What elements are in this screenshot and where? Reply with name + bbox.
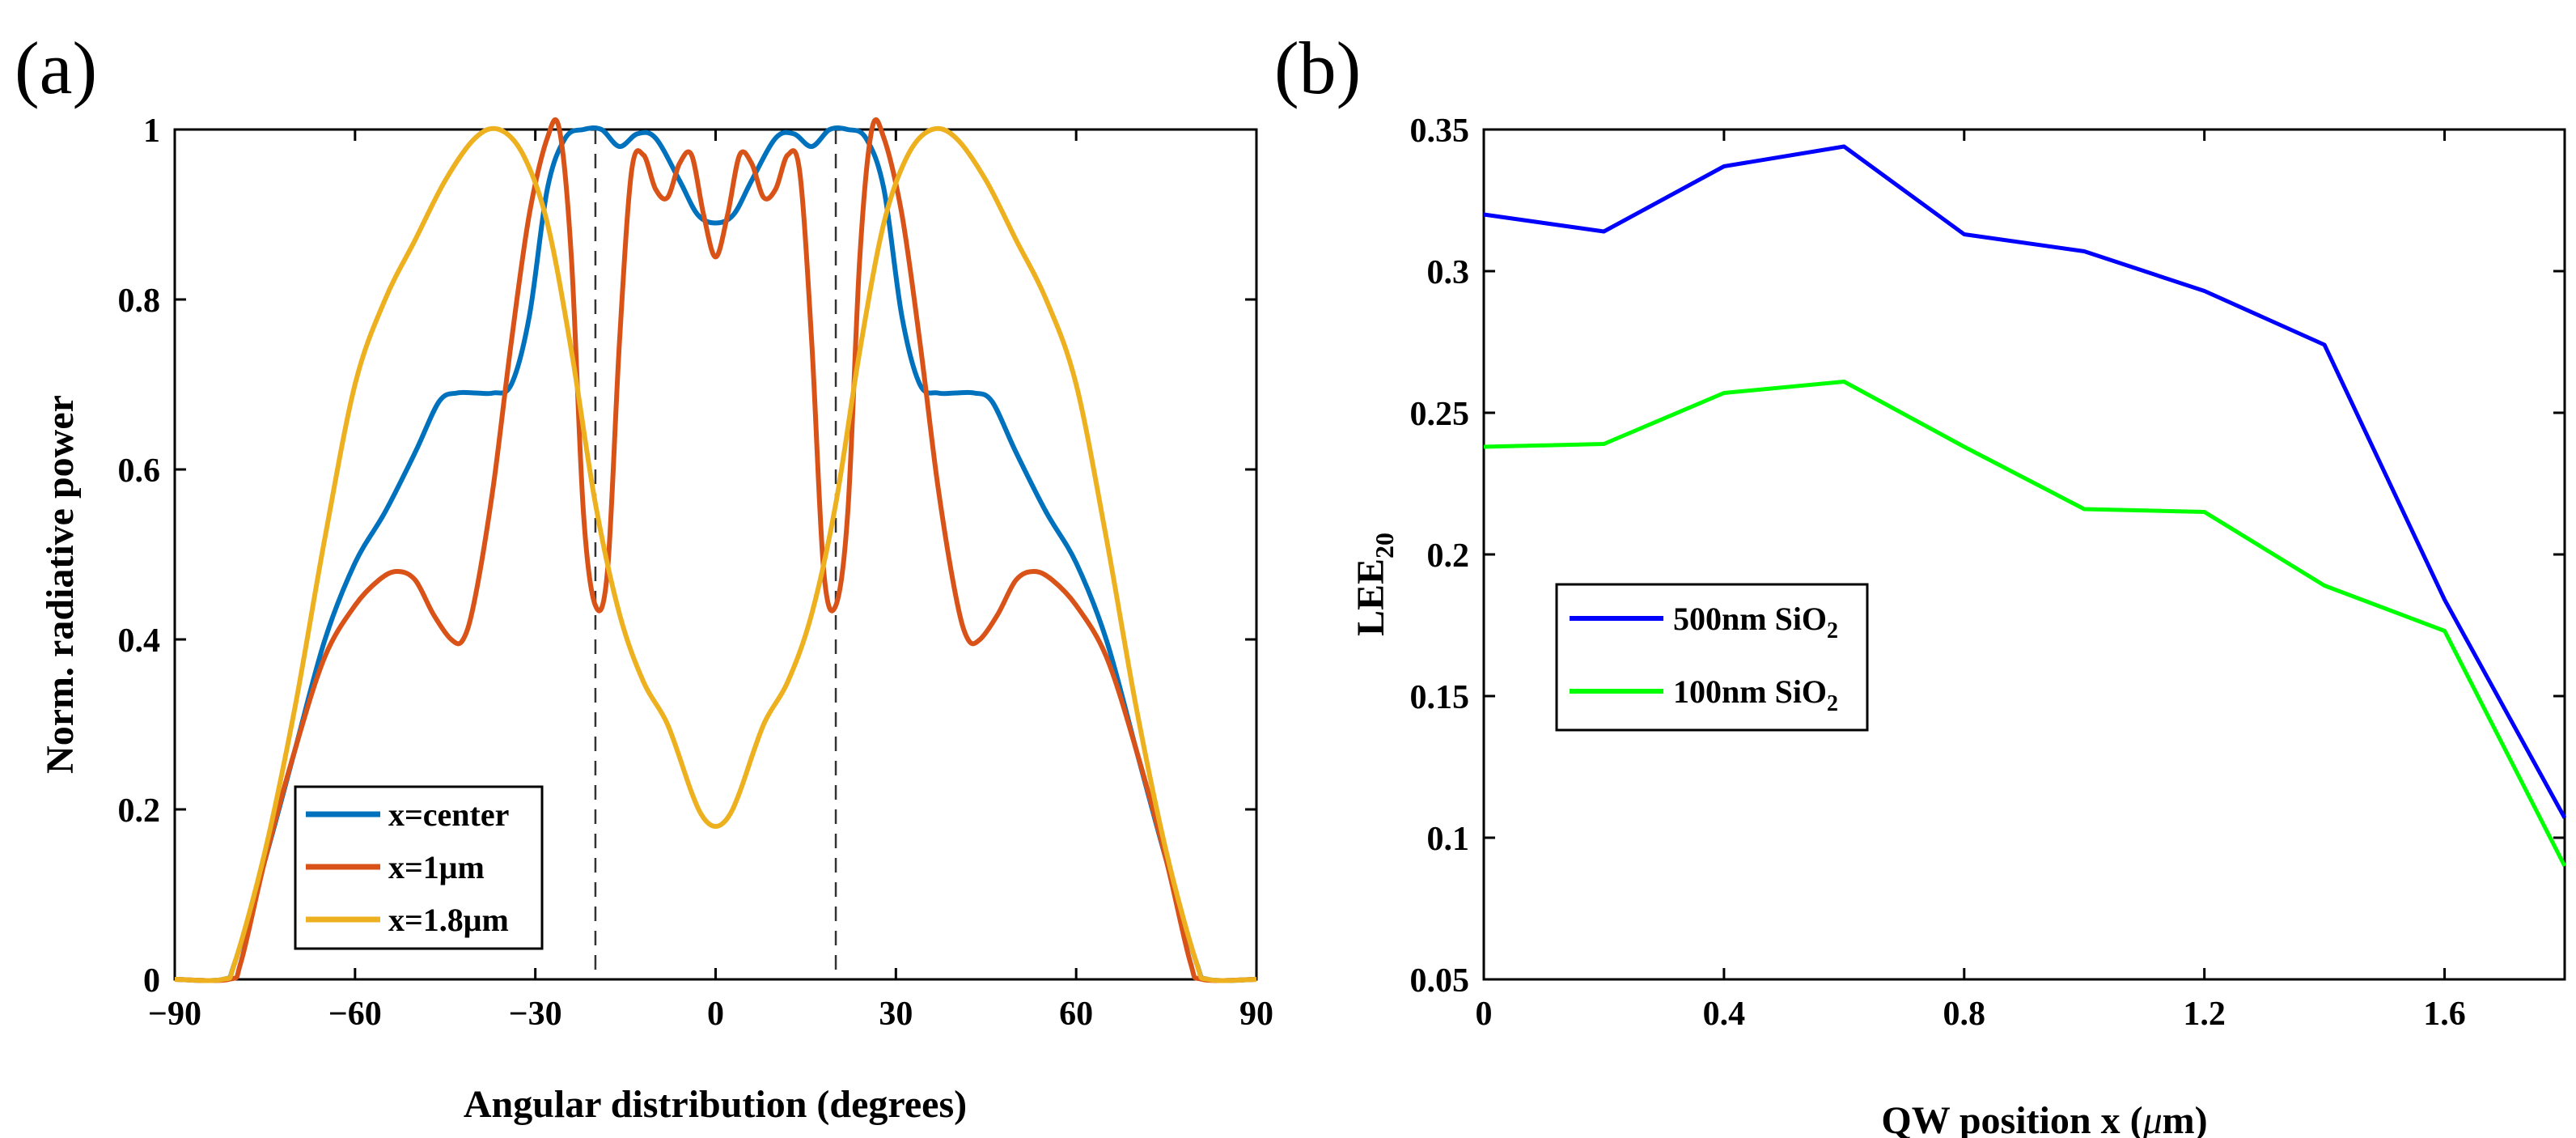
chart-b-axes-box [1482, 128, 2566, 981]
chart-b-ytick-label: 0.1 [1427, 821, 1470, 858]
legend-b-label-1: 100nm SiO2 [1673, 673, 1838, 716]
chart-b-ytick-label: 0.3 [1427, 254, 1470, 291]
legend-b-label-1-sub: 2 [1827, 691, 1838, 716]
chart-a-xtick-label: −60 [328, 996, 382, 1033]
chart-b-ytick-label: 0.25 [1410, 396, 1470, 433]
panel-a-label: (a) [15, 27, 97, 109]
chart-b-legend-box [1555, 583, 1869, 732]
chart-b-xtick-label: 1.2 [2183, 996, 2226, 1033]
chart-a-ytick-label: 0.8 [118, 282, 161, 320]
legend-b-label-1-main: 100nm SiO [1673, 673, 1827, 710]
chart-a-ytick-label: 0 [143, 962, 160, 1000]
chart-a-xtick-label: 90 [1239, 996, 1273, 1033]
chart-b-ytick-label: 0.05 [1410, 962, 1470, 1000]
chart-b-xtick-label: 1.6 [2423, 996, 2466, 1033]
chart-a-series-0-line [174, 125, 1257, 983]
chart-a-ytick-label: 0.4 [118, 622, 161, 660]
chart-b: 0 0.4 0.8 1.2 1.6 0.05 0.1 0.15 0.2 0.25 0.3 0.35 [1410, 113, 2567, 1033]
chart-a-ylabel: Norm. radiative power [39, 395, 82, 774]
chart-a-ytick-label: 0.6 [118, 452, 161, 490]
chart-a-xtick-label: 0 [707, 996, 724, 1033]
chart-b-legend: 500nm SiO2 100nm SiO2 [1555, 583, 1869, 732]
panel-b-label: (b) [1274, 27, 1361, 109]
chart-b-ytick-label: 0.35 [1410, 113, 1470, 150]
chart-b-ytick-label: 0.2 [1427, 537, 1470, 575]
chart-a-ytick-label: 0.2 [118, 792, 161, 830]
chart-a-xtick-label: −30 [509, 996, 562, 1033]
chart-b-xtick-label: 0 [1476, 996, 1493, 1033]
chart-b-xlabel-main: QW position x ( [1881, 1099, 2142, 1138]
chart-b-series-1-line [1483, 380, 2567, 868]
legend-a-label-1: x=1μm [388, 849, 485, 885]
chart-a-legend: x=center x=1μm x=1.8μm [294, 785, 544, 950]
chart-b-xtick-label: 0.8 [1943, 996, 1986, 1033]
legend-a-label-2: x=1.8μm [388, 902, 509, 938]
chart-b-series-0-line [1483, 144, 2567, 819]
chart-a-xtick-label: 30 [879, 996, 913, 1033]
chart-b-ytick-label: 0.15 [1410, 679, 1470, 716]
chart-a-xtick-label: −90 [148, 996, 201, 1033]
chart-b-xlabel-mu: μ [2142, 1099, 2163, 1138]
chart-a-ytick-label: 1 [143, 113, 160, 150]
chart-a-xtick-label: 60 [1059, 996, 1093, 1033]
chart-b-ylabel: LEE20 [1349, 533, 1399, 636]
chart-a-series-1-line [174, 117, 1257, 983]
chart-b-ylabel-main: LEE [1349, 558, 1392, 636]
legend-a-label-0: x=center [388, 796, 509, 833]
chart-b-xtick-label: 0.4 [1703, 996, 1746, 1033]
chart-a: −90 −60 −30 0 30 60 90 0 0.2 0.4 0.6 0.8 1 [118, 113, 1274, 1033]
chart-b-xlabel: QW position x (μm) [1881, 1099, 2207, 1138]
chart-a-xlabel: Angular distribution (degrees) [464, 1083, 967, 1126]
legend-b-label-0: 500nm SiO2 [1673, 601, 1838, 643]
legend-b-label-0-main: 500nm SiO [1673, 601, 1827, 637]
chart-a-series-2-line [174, 125, 1257, 983]
chart-b-xlabel-unit: m) [2163, 1099, 2208, 1138]
chart-b-ylabel-sub: 20 [1370, 533, 1399, 558]
legend-b-label-0-sub: 2 [1827, 618, 1838, 643]
